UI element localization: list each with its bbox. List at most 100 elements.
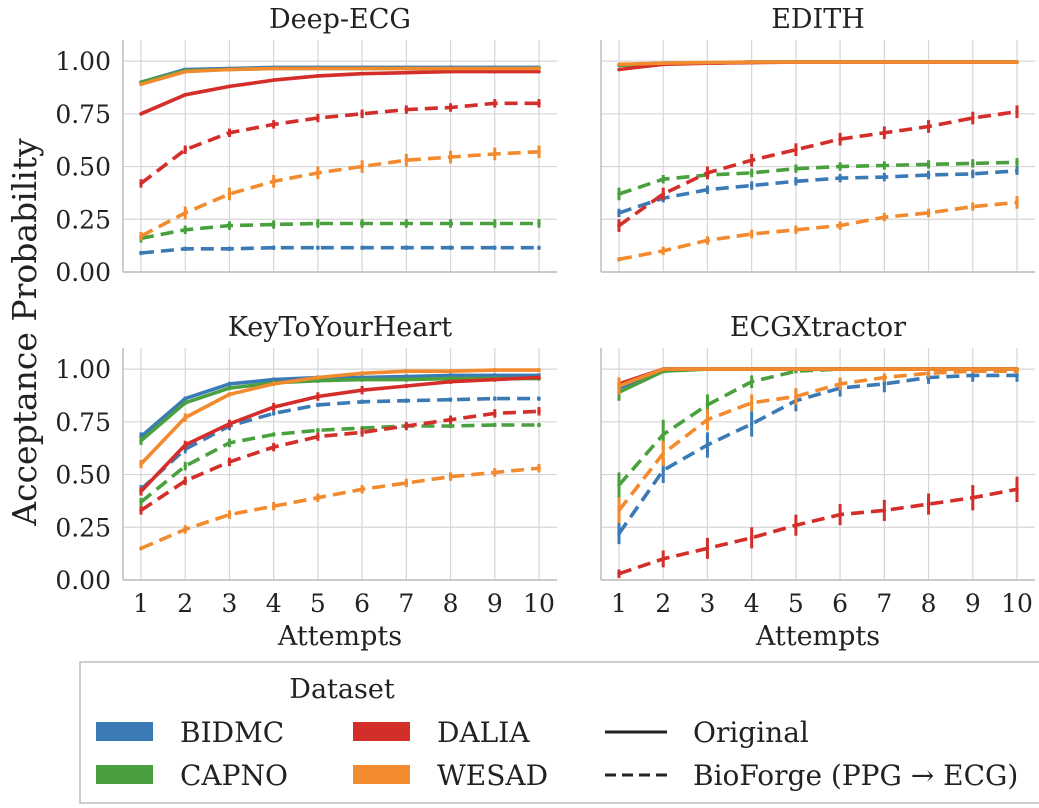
data-point xyxy=(316,74,320,78)
series-wesad-original xyxy=(139,368,541,469)
data-point xyxy=(749,536,754,540)
data-point xyxy=(316,403,320,407)
data-point xyxy=(1015,200,1019,205)
data-point xyxy=(404,66,409,71)
data-point xyxy=(227,192,232,196)
panel-edith: EDITH xyxy=(600,4,1035,273)
legend-label-dalia: DALIA xyxy=(437,716,530,749)
x-tick-label: 4 xyxy=(266,589,282,618)
data-point xyxy=(492,66,497,71)
data-point xyxy=(448,379,453,384)
series-line xyxy=(618,487,1018,576)
data-point xyxy=(661,192,666,196)
data-point xyxy=(227,512,232,517)
data-point xyxy=(139,251,143,255)
data-point xyxy=(882,508,887,513)
legend-swatch-bidmc xyxy=(96,722,153,741)
series-dalia-original xyxy=(139,375,541,496)
data-point xyxy=(617,384,621,388)
data-point xyxy=(705,403,710,407)
data-point xyxy=(360,371,364,376)
data-point xyxy=(448,155,453,159)
y-tick-label: 0.75 xyxy=(55,408,111,437)
data-point xyxy=(492,377,497,382)
data-point xyxy=(139,546,143,551)
data-point xyxy=(492,152,497,156)
x-tick-label: 9 xyxy=(965,589,981,618)
data-point xyxy=(838,223,842,228)
data-point xyxy=(492,368,497,372)
data-point xyxy=(794,523,798,527)
data-point xyxy=(749,60,754,64)
legend-label-original: Original xyxy=(693,716,809,749)
series-wesad-bioforge xyxy=(139,145,541,241)
data-point xyxy=(360,377,364,382)
data-point xyxy=(227,67,232,72)
data-point xyxy=(316,375,320,380)
data-point xyxy=(970,60,975,64)
data-point xyxy=(794,367,798,371)
series-line xyxy=(139,423,539,504)
data-point xyxy=(537,396,541,401)
data-point xyxy=(492,423,497,427)
y-tick-label: 0.25 xyxy=(55,205,111,234)
series-bidmc-bioforge xyxy=(617,369,1019,545)
legend-label-wesad: WESAD xyxy=(437,759,548,792)
data-point xyxy=(661,249,666,253)
data-point xyxy=(794,179,798,184)
data-point xyxy=(838,367,842,371)
y-tick-label: 0.00 xyxy=(55,258,111,287)
series-dalia-original xyxy=(139,69,541,116)
data-point xyxy=(227,247,232,251)
data-point xyxy=(183,93,188,97)
legend-label-bidmc: BIDMC xyxy=(180,716,284,749)
data-point xyxy=(705,171,710,175)
data-point xyxy=(537,409,541,414)
series-line xyxy=(139,373,539,438)
data-point xyxy=(970,204,975,209)
x-tick-label: 3 xyxy=(699,589,715,618)
data-point xyxy=(183,396,188,401)
series-wesad-original xyxy=(617,60,1019,67)
data-point xyxy=(404,221,409,226)
data-point xyxy=(970,373,975,378)
data-point xyxy=(705,443,710,447)
data-point xyxy=(139,500,143,504)
data-point xyxy=(271,222,276,227)
data-point xyxy=(139,489,143,494)
data-point xyxy=(183,228,188,232)
data-point xyxy=(271,179,276,184)
data-point xyxy=(448,376,453,381)
data-point xyxy=(794,228,798,232)
y-tick-label: 0.50 xyxy=(55,153,111,182)
series-line xyxy=(139,368,539,466)
data-point xyxy=(926,162,931,167)
data-point xyxy=(139,181,143,186)
x-tick-label: 10 xyxy=(1001,589,1033,618)
data-point xyxy=(749,367,754,371)
data-point xyxy=(492,221,497,226)
x-tick-label: 8 xyxy=(443,589,459,618)
series-capno-bioforge xyxy=(617,367,1019,498)
data-point xyxy=(183,479,188,483)
data-point xyxy=(882,382,887,386)
data-point xyxy=(271,411,276,416)
data-point xyxy=(227,84,232,89)
data-point xyxy=(316,428,320,433)
data-point xyxy=(183,401,188,405)
data-point xyxy=(661,367,666,371)
y-tick-label: 0.25 xyxy=(55,513,111,542)
x-tick-label: 4 xyxy=(744,589,760,618)
data-point xyxy=(970,367,975,371)
data-point xyxy=(404,424,409,428)
series-line xyxy=(140,150,540,238)
series-line xyxy=(618,60,1017,67)
data-point xyxy=(360,71,364,76)
data-point xyxy=(404,481,409,485)
data-point xyxy=(1015,367,1019,371)
panel-title: ECGXtractor xyxy=(730,312,906,343)
series-line xyxy=(618,367,1017,388)
data-point xyxy=(617,211,621,215)
x-tick-label: 8 xyxy=(921,589,937,618)
